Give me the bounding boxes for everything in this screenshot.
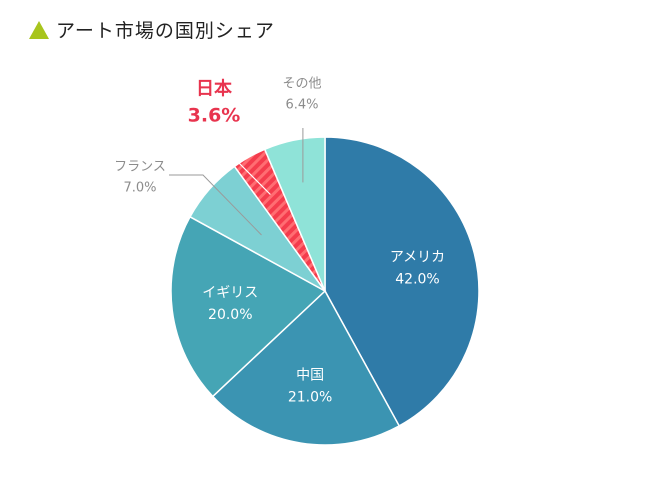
chart-title: アート市場の国別シェア	[56, 20, 275, 42]
slice-label-4: 日本	[196, 78, 232, 100]
slice-label-1: 中国	[296, 367, 324, 383]
slice-label-0: アメリカ	[390, 249, 445, 265]
pie-slice-0	[324, 136, 480, 427]
pie-slice-2	[170, 215, 327, 398]
leader-line-3	[169, 174, 262, 236]
pie-slice-5	[263, 136, 326, 292]
slice-label-5: その他	[282, 77, 321, 92]
slice-value-4: 3.6%	[188, 105, 241, 127]
slice-value-3: 7.0%	[123, 181, 156, 196]
slice-label-3: フランス	[114, 160, 166, 175]
slice-value-1: 21.0%	[288, 389, 332, 405]
slice-value-2: 20.0%	[208, 307, 252, 323]
slice-label-2: イギリス	[202, 285, 258, 301]
slice-value-0: 42.0%	[395, 271, 439, 287]
pie-slice-1	[211, 289, 401, 446]
leader-line-4	[215, 139, 271, 195]
slice-value-5: 6.4%	[285, 98, 318, 113]
chart-title-row: アート市場の国別シェア	[28, 16, 275, 43]
triangle-icon	[29, 20, 49, 39]
